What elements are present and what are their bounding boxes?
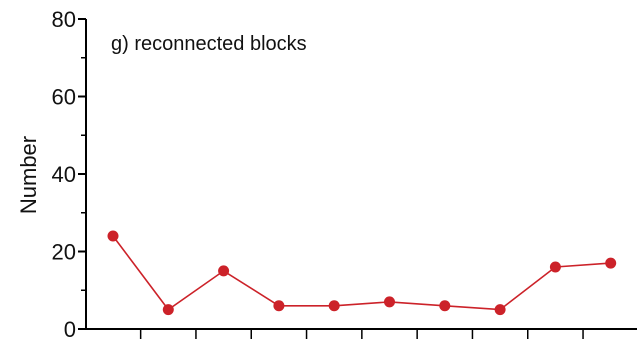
y-tick-label: 80 — [52, 7, 76, 32]
axes: 0 20 40 60 80 — [52, 7, 637, 342]
y-tick-label: 60 — [52, 85, 76, 110]
data-point — [549, 261, 561, 273]
data-point — [107, 230, 119, 242]
y-tick-label: 20 — [52, 240, 76, 265]
data-point — [162, 304, 174, 316]
data-point — [328, 300, 340, 312]
y-tick-label: 0 — [64, 317, 76, 342]
data-point — [605, 257, 617, 269]
y-axis-title: Number — [16, 136, 41, 214]
chart-title: g) reconnected blocks — [111, 33, 307, 55]
data-point — [218, 265, 230, 277]
y-tick-label: 40 — [52, 162, 76, 187]
data-marks — [107, 230, 617, 316]
data-point — [273, 300, 285, 312]
data-point — [494, 304, 506, 316]
series-line — [112, 235, 611, 311]
data-point — [439, 300, 451, 312]
data-point — [384, 296, 395, 308]
